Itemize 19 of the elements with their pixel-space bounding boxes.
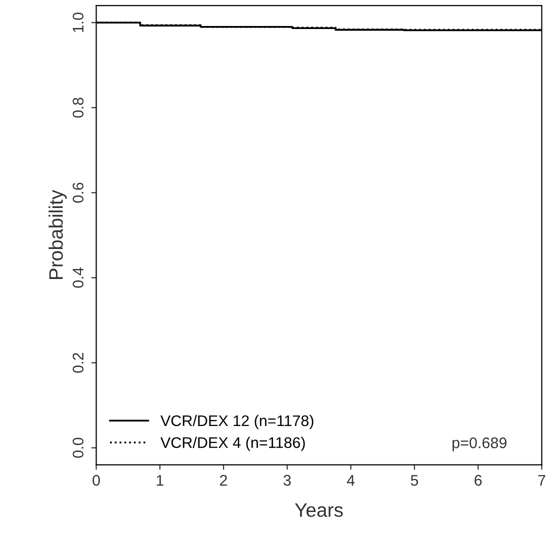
y-tick-label: 0.2 — [72, 352, 84, 373]
y-tick-label: 0.4 — [72, 268, 84, 288]
y-tick-label: 1.0 — [72, 12, 84, 32]
y-tick-label: 0.8 — [72, 98, 84, 118]
x-tick-label: 2 — [220, 474, 228, 486]
legend-label: VCR/DEX 12 (n=1178) — [160, 414, 314, 430]
legend-label: VCR/DEX 4 (n=1186) — [160, 436, 305, 452]
x-tick-label: 6 — [474, 474, 482, 486]
y-axis-title: Probability — [48, 190, 67, 279]
x-tick-label: 1 — [156, 475, 164, 486]
x-axis-title: Years — [294, 503, 343, 517]
y-tick-label: 0.6 — [72, 182, 84, 203]
x-tick-label: 4 — [346, 475, 355, 486]
y-tick-label: 0.0 — [72, 438, 84, 458]
x-tick-label: 3 — [284, 474, 291, 486]
x-tick-label: 5 — [410, 475, 418, 486]
x-tick-label: 0 — [92, 474, 100, 486]
annotation: p=0.689 — [452, 437, 506, 452]
x-tick-label: 7 — [538, 475, 546, 486]
